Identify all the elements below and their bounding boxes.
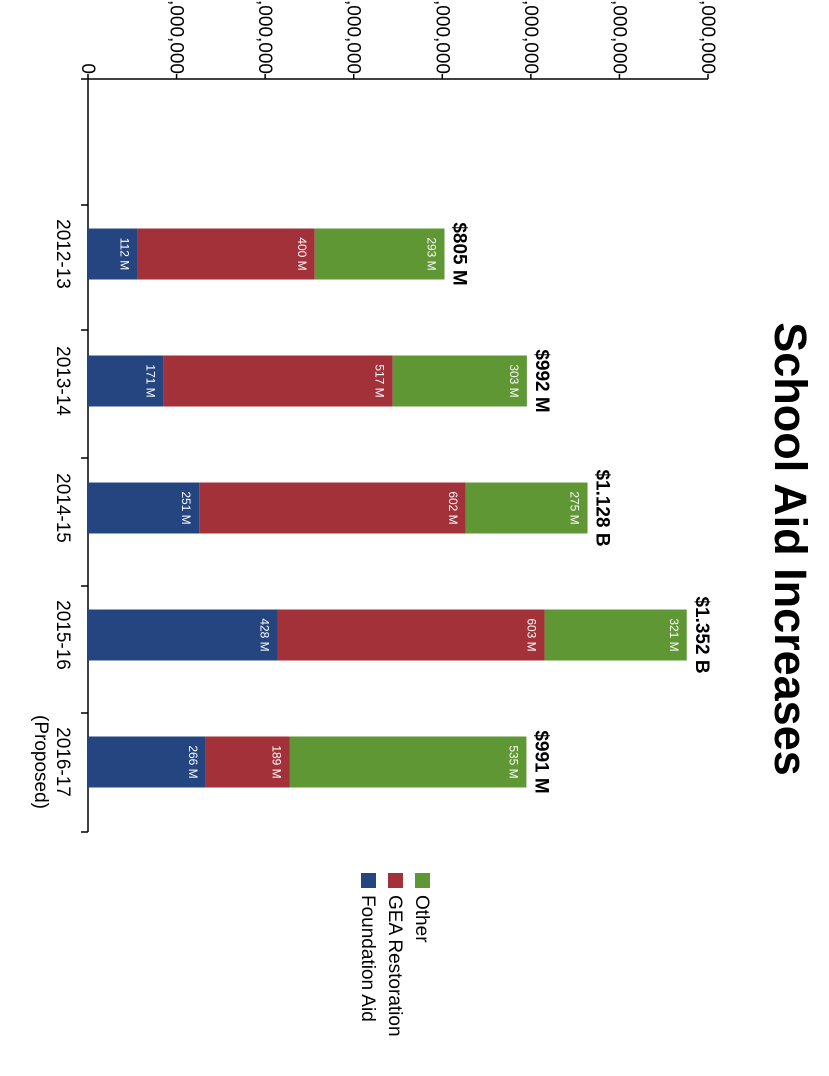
bar-segment-label: 603 M [525, 618, 539, 651]
bar-segment [544, 609, 687, 661]
bar-segment [199, 482, 466, 534]
category-label: (Proposed) [30, 715, 51, 809]
bar-total-label: $1.352 B [691, 596, 712, 673]
bar-segment-label: 303 M [507, 364, 521, 397]
legend: Other GEA Restoration Foundation Aid [357, 873, 432, 1037]
bar-total-label: $992 M [531, 349, 552, 412]
value-tick-label: 200,000,000 [166, 0, 187, 74]
value-tick-label: 1,400,000,000 [697, 0, 718, 74]
legend-label: GEA Restoration [384, 895, 405, 1037]
value-tick-label: 600,000,000 [343, 0, 364, 74]
bar-segment-label: 321 M [667, 618, 681, 651]
bar-segment-label: 400 M [295, 237, 309, 270]
category-axis: 2012-13 2013-14 2014-15 2015-16 2016-17(Prop… [30, 78, 89, 833]
legend-swatch [388, 873, 403, 888]
bar-segment-label: 293 M [425, 237, 439, 270]
bar-segment-label: 602 M [446, 491, 460, 524]
bar-segment [88, 482, 200, 534]
bar-total-label: $1.128 B [592, 469, 613, 546]
bar-segment-label: 266 M [186, 745, 200, 778]
chart-title: School Aid Increases [765, 322, 816, 776]
bar-segment [137, 228, 315, 280]
bar-segment-label: 535 M [506, 745, 520, 778]
title-group: School Aid Increases [765, 322, 816, 776]
value-tick-label: 0 [77, 63, 98, 74]
category-label: 2012-13 [52, 219, 73, 289]
bar-segment [289, 736, 527, 788]
legend-label: Other [411, 895, 432, 943]
category-label: 2014-15 [52, 473, 73, 543]
value-tick-label: 400,000,000 [254, 0, 275, 74]
bar-segment [277, 609, 545, 661]
bar-total-label: $805 M [449, 222, 470, 285]
bar-segment [205, 736, 290, 788]
value-tick-label: 800,000,000 [431, 0, 452, 74]
bar-segment [87, 228, 138, 280]
bar-segment [163, 355, 393, 407]
bar-segment-label: 171 M [144, 364, 158, 397]
bar-total-label: $991 M [530, 730, 551, 793]
value-axis: 0 200,000,000 400,000,000 600,000,000 800,00… [77, 0, 718, 80]
bar-segment [87, 736, 206, 788]
legend-swatch [415, 873, 430, 888]
legend-swatch [361, 873, 376, 888]
legend-label: Foundation Aid [357, 895, 378, 1022]
bar-segment-label: 428 M [258, 618, 272, 651]
rotated-chart-group: School Aid Increases 0 200,000,000 400,000… [30, 0, 816, 1037]
bar-segment-label: 517 M [373, 364, 387, 397]
value-tick-label: 1,000,000,000 [520, 0, 541, 74]
category-label: 2013-14 [52, 346, 73, 416]
bar-segment-label: 251 M [179, 491, 193, 524]
bar-segment-label: 189 M [270, 745, 284, 778]
category-label: 2016-17 [52, 727, 73, 797]
bar-segment-label: 275 M [568, 491, 582, 524]
bar-segment [87, 609, 278, 661]
value-tick-label: 1,200,000,000 [608, 0, 629, 74]
bar-segment [392, 355, 527, 407]
bar-segment [314, 228, 445, 280]
bar-segment [465, 482, 588, 534]
bar-segment-label: 112 M [118, 238, 132, 270]
bars: 112 M 400 M 293 M 171 M 517 M 303 M 251 M 602 M… [87, 228, 687, 788]
bar-segment [88, 355, 164, 407]
totals: $805 M $992 M $1.128 B $1.352 B $991 M [449, 222, 712, 793]
category-label: 2015-16 [52, 600, 73, 670]
